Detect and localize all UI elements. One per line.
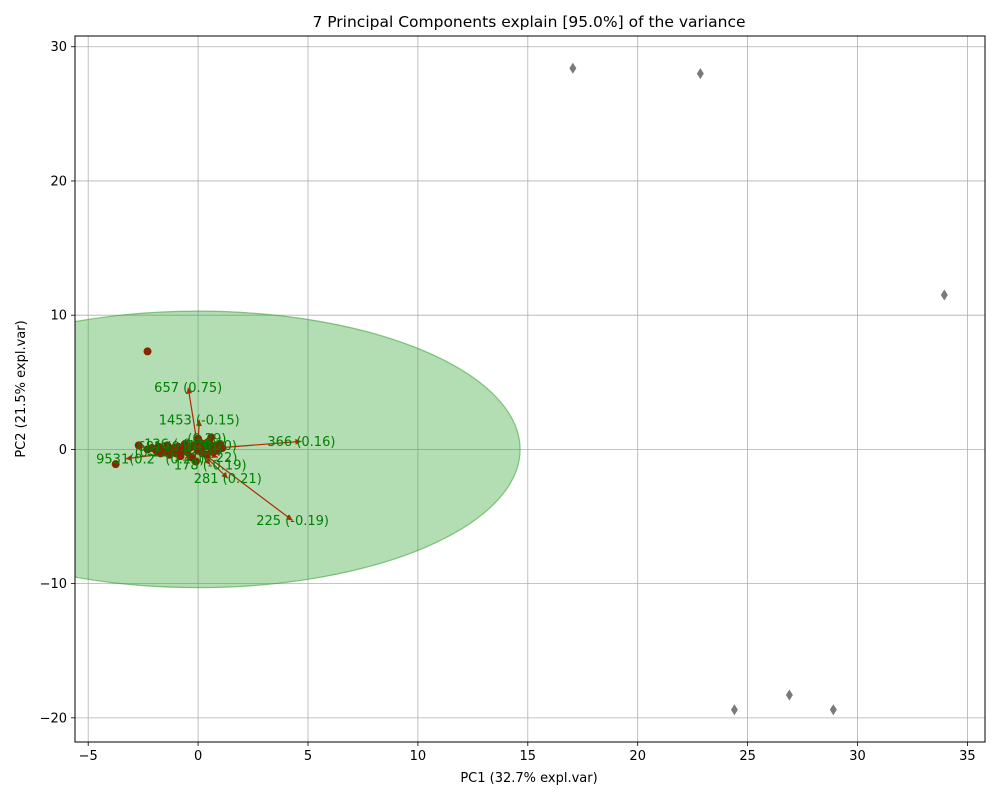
outlier-point [940, 289, 948, 301]
y-tick-label: −20 [40, 711, 67, 726]
x-tick-label: 30 [849, 749, 866, 764]
loading-arrowhead [221, 471, 228, 479]
sample-point [176, 452, 185, 461]
loading-arrowhead [204, 458, 211, 465]
loading-arrowhead [195, 419, 202, 426]
y-tick-label: 30 [50, 40, 67, 55]
x-tick-label: 15 [520, 749, 537, 764]
loading-label: 178 (-0.19) [174, 458, 247, 473]
loading-arrowhead [186, 387, 193, 395]
sample-point [163, 441, 172, 450]
loading-label: 657 (0.75) [154, 381, 222, 396]
loading-label: 7 (0.20) [186, 439, 238, 454]
loading-label: (0.22) [198, 451, 237, 466]
loading-label: (0.20) [183, 443, 222, 458]
loading-arrowhead [295, 438, 302, 445]
x-tick-label: 35 [959, 749, 976, 764]
y-axis-label: PC2 (21.5% expl.var) [14, 320, 29, 457]
confidence-ellipse [75, 310, 521, 589]
sample-point [207, 433, 216, 442]
x-axis-label: PC1 (32.7% expl.var) [460, 771, 597, 786]
ticks: −5 0 5 10 15 20 25 30 35 −20 −10 0 10 20 30 [40, 40, 976, 764]
sample-point [189, 441, 198, 450]
x-tick-label: −5 [79, 749, 98, 764]
sample-point [154, 442, 163, 451]
y-tick-label: −10 [40, 577, 67, 592]
sample-point [156, 449, 165, 458]
loading-label: 9531(0.2 [96, 452, 155, 467]
y-tick-label: 20 [50, 174, 67, 189]
loading-label: (0.21) [165, 452, 204, 467]
x-tick-label: 25 [739, 749, 756, 764]
outlier-point [785, 689, 793, 701]
loading-label: 136 (-0.29) [144, 438, 217, 453]
sample-point [218, 444, 227, 453]
loading-label: 366 (0.16) [267, 435, 335, 450]
chart-title: 7 Principal Components explain [95.0%] o… [312, 13, 745, 31]
sample-point [134, 441, 143, 450]
plot-frame [74, 35, 986, 743]
outlier-point [569, 62, 577, 74]
outlier-point [829, 704, 837, 716]
loading-label: (0.29) [187, 432, 226, 447]
sample-point [200, 442, 209, 451]
outlier-point [730, 704, 738, 716]
x-tick-label: 5 [304, 749, 312, 764]
loading-arrowhead [286, 514, 293, 521]
loading-arrow [197, 448, 293, 522]
sample-point [111, 460, 120, 469]
sample-point [167, 446, 176, 455]
loading-label: 225 (-0.19) [256, 514, 329, 529]
loading-arrowhead [125, 455, 132, 461]
loading-label: 281 (0.21) [194, 472, 262, 487]
sample-point [194, 434, 203, 443]
data-layer: 657 (0.75) 1453 (-0.15) 366 (0.16) 225 (-0.… [75, 62, 948, 716]
y-tick-label: 10 [50, 309, 67, 324]
sample-point [191, 457, 200, 466]
x-tick-label: 20 [629, 749, 646, 764]
loading-label: (0.22) [135, 446, 174, 461]
sample-point [202, 450, 211, 459]
y-tick-label: 0 [59, 443, 67, 458]
x-tick-label: 10 [410, 749, 427, 764]
outlier-point [696, 68, 704, 80]
loading-label: 681 (0.3) [137, 440, 197, 455]
x-tick-label: 0 [194, 749, 202, 764]
sample-point [143, 347, 152, 356]
grid [75, 36, 985, 742]
loading-label: 1453 (-0.15) [159, 413, 240, 428]
